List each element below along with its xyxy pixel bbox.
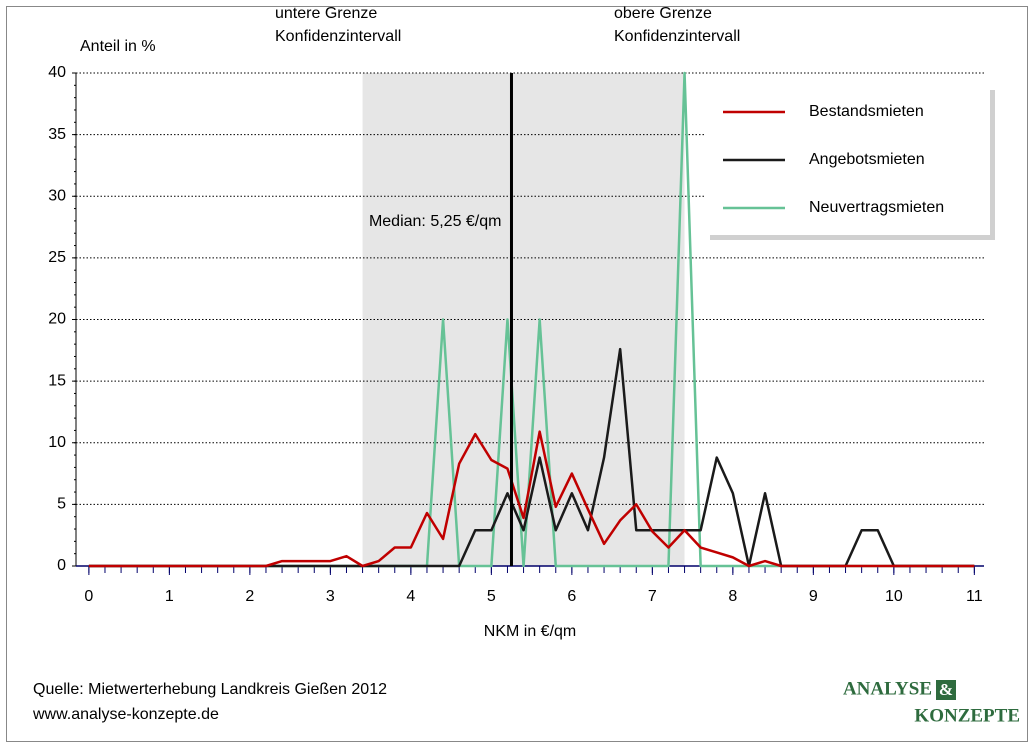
x-tick-label: 8 [728,588,737,605]
x-tick-label: 4 [406,588,415,605]
legend-label: Bestandsmieten [809,103,924,120]
x-tick-label: 6 [567,588,576,605]
legend-label: Neuvertragsmieten [809,199,944,216]
lower-bound-label: untere Grenze Konfidenzintervall [275,5,401,45]
x-tick-label: 10 [885,588,903,605]
y-tick-label: 5 [57,496,66,513]
y-tick-label: 35 [48,126,66,143]
x-tick-label: 11 [966,588,983,605]
x-tick-label: 9 [809,588,818,605]
series-line [88,430,975,568]
y-tick-label: 30 [48,187,66,204]
upper-bound-label: obere Grenze Konfidenzintervall [614,5,740,45]
y-axis-label: Anteil in % [80,38,156,55]
x-tick-label: 3 [326,588,335,605]
x-tick-label: 2 [245,588,254,605]
x-tick-label: 7 [648,588,657,605]
x-axis-label: NKM in €/qm [484,623,576,640]
y-tick-label: 10 [48,434,66,451]
x-tick-label: 0 [84,588,93,605]
median-label: Median: 5,25 €/qm [369,213,502,230]
logo: ANALYSE [843,678,932,699]
y-tick-label: 40 [48,64,66,81]
y-tick-label: 15 [48,372,66,389]
source: Quelle: Mietwerterhebung Landkreis Gieße… [33,681,387,698]
legend-label: Angebotsmieten [809,151,925,168]
y-tick-label: 20 [48,311,66,328]
url: www.analyse-konzepte.de [32,706,219,723]
y-tick-label: 25 [48,249,66,266]
logo: & [939,680,953,699]
x-tick-label: 1 [165,588,174,605]
y-tick-label: 0 [57,557,66,574]
logo: KONZEPTE [914,705,1020,726]
logo-box [936,680,956,700]
x-tick-label: 5 [487,588,496,605]
